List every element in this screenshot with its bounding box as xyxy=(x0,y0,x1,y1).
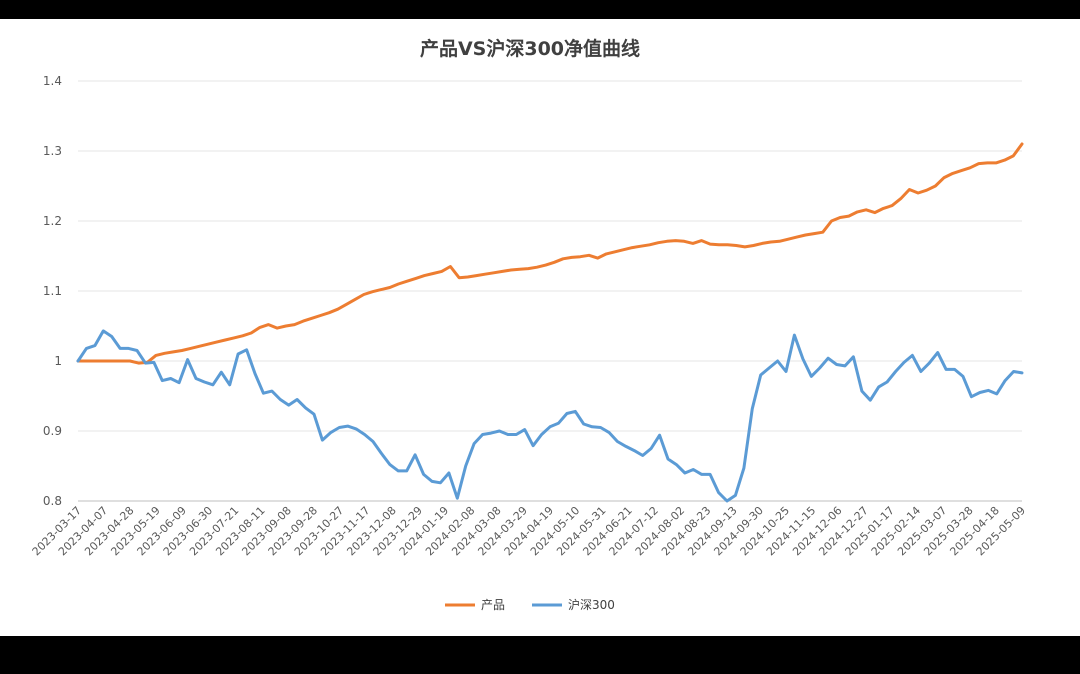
line-chart: 0.80.911.11.21.31.42023-03-172023-04-072… xyxy=(30,74,1028,612)
y-tick-label: 0.9 xyxy=(43,424,62,438)
chart-frame: 产品VS沪深300净值曲线 0.8 0.9 1 1.1 1.2 1.3 1.4 2023-03… xyxy=(0,19,1080,636)
series-line-2 xyxy=(76,329,1024,503)
y-tick-label: 1.4 xyxy=(43,74,62,88)
y-tick-label: 1.3 xyxy=(43,144,62,158)
y-tick-label: 1.2 xyxy=(43,214,62,228)
y-tick-label: 1 xyxy=(54,354,62,368)
chart-title: 产品VS沪深300净值曲线 xyxy=(419,38,641,60)
y-tick-label: 0.8 xyxy=(43,494,62,508)
series-line-1 xyxy=(76,142,1024,365)
y-tick-label: 1.1 xyxy=(43,284,62,298)
legend-label-2: 沪深300 xyxy=(568,598,615,612)
legend-label-1: 产品 xyxy=(481,598,505,612)
